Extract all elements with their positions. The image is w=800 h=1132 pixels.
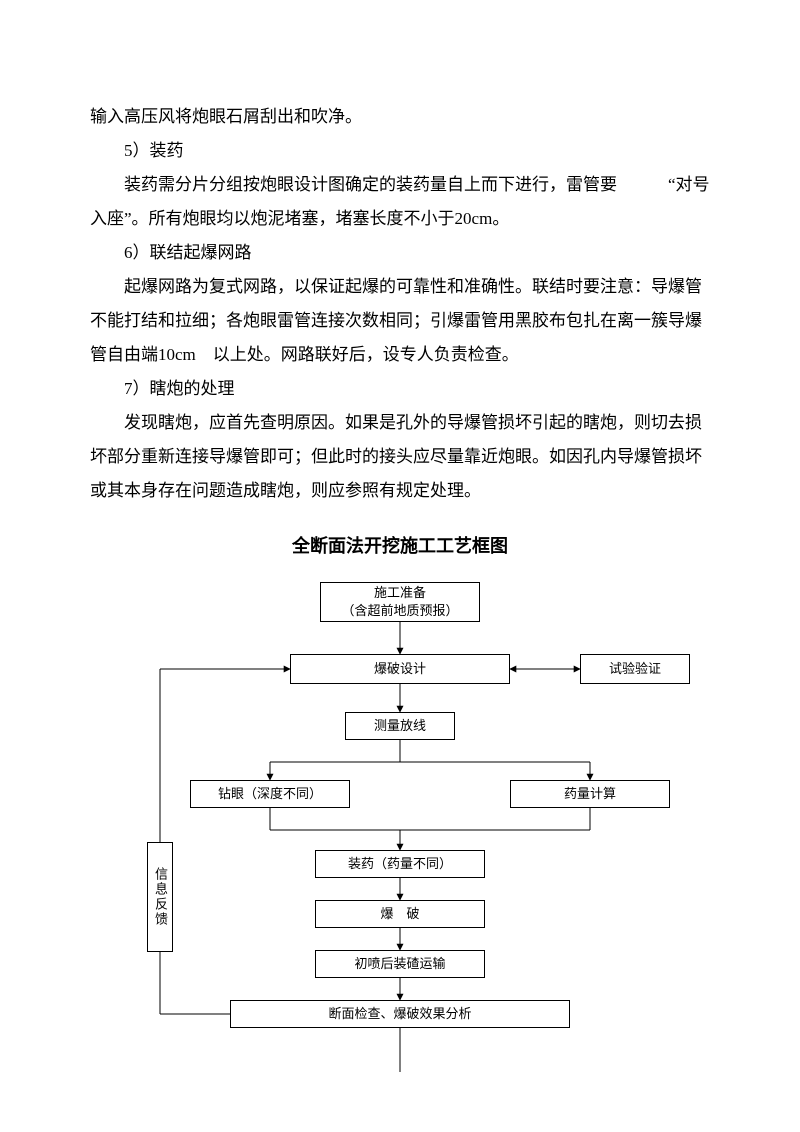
node-survey: 测量放线 <box>345 712 455 740</box>
node-spray-muck: 初喷后装碴运输 <box>315 950 485 978</box>
flowchart: 施工准备（含超前地质预报） 爆破设计 试验验证 测量放线 钻眼（深度不同） 药量… <box>90 572 710 1072</box>
paragraph-1: 输入高压风将炮眼石屑刮出和吹净。 <box>90 100 710 134</box>
node-load: 装药（药量不同） <box>315 850 485 878</box>
paragraph-3: 装药需分片分组按炮眼设计图确定的装药量自上而下进行，雷管要 “对号入座”。所有炮… <box>90 168 710 236</box>
node-drill: 钻眼（深度不同） <box>190 780 350 808</box>
node-blast: 爆 破 <box>315 900 485 928</box>
paragraph-5: 起爆网路为复式网路，以保证起爆的可靠性和准确性。联结时要注意：导爆管不能打结和拉… <box>90 270 710 372</box>
node-verify: 试验验证 <box>580 654 690 684</box>
paragraph-4: 6）联结起爆网路 <box>90 236 710 270</box>
paragraph-2: 5）装药 <box>90 134 710 168</box>
paragraph-7: 发现瞎炮，应首先查明原因。如果是孔外的导爆管损坏引起的瞎炮，则切去损坏部分重新连… <box>90 406 710 508</box>
node-blast-design: 爆破设计 <box>290 654 510 684</box>
node-section-check: 断面检查、爆破效果分析 <box>230 1000 570 1028</box>
node-prep: 施工准备（含超前地质预报） <box>320 582 480 622</box>
paragraph-6: 7）瞎炮的处理 <box>90 372 710 406</box>
node-charge-calc: 药量计算 <box>510 780 670 808</box>
node-feedback: 信息反馈 <box>147 842 173 952</box>
flowchart-title: 全断面法开挖施工工艺框图 <box>90 528 710 564</box>
